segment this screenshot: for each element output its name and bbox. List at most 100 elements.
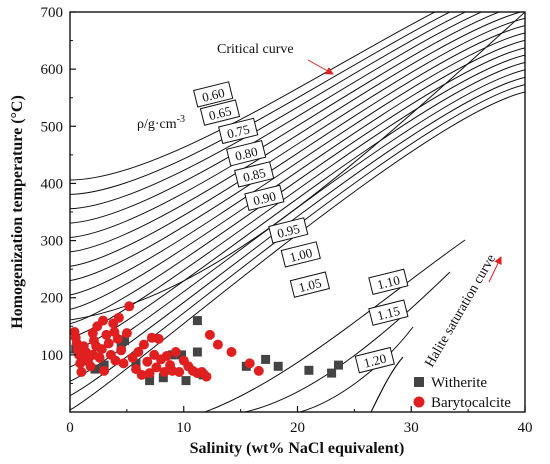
isochore-curve [244, 271, 451, 412]
isochore-curve [70, 25, 525, 282]
isochore-label: 1.00 [280, 241, 321, 268]
x-tick-label: 30 [404, 420, 419, 436]
isochore-label-box [226, 140, 267, 167]
witherite-point [261, 354, 271, 364]
isochore-label: 0.75 [218, 117, 259, 145]
isochore-label: 1.20 [354, 346, 395, 374]
barytocalcite-point [226, 347, 237, 357]
x-tick-label: 0 [66, 420, 74, 436]
y-axis-title: Homogenization temperature (°C) [9, 95, 26, 329]
isochore-label-box [244, 184, 285, 212]
isochore-label-box [268, 217, 309, 244]
barytocalcite-point [142, 356, 153, 367]
y-tick-label: 100 [41, 348, 64, 364]
witherite-point [334, 360, 343, 370]
legend-label: Barytocalcite [431, 395, 511, 411]
barytocalcite-point [124, 301, 135, 312]
witherite-point [90, 364, 100, 374]
barytocalcite-point [153, 333, 164, 344]
isochore-label-text: 0.60 [200, 85, 226, 105]
barytocalcite-point [174, 367, 185, 377]
isochore-label-text: 1.05 [297, 275, 323, 295]
isochore-curve [70, 12, 501, 238]
isochore-curve [70, 12, 483, 224]
isochore-label-text: 1.10 [376, 272, 402, 292]
barytocalcite-point [133, 347, 144, 357]
x-axis-title: Salinity (wt% NaCl equivalent) [190, 440, 405, 457]
witherite-point [273, 361, 283, 371]
legend: Witherite Barytocalcite [413, 375, 511, 411]
isochore-curve [70, 12, 436, 181]
isochore-label-box [368, 299, 409, 326]
data-points [70, 301, 343, 386]
witherite-point [158, 373, 168, 383]
critical-curve-arrow [307, 59, 334, 75]
barytocalcite-point [96, 344, 107, 355]
isochore-label-text: 1.00 [288, 245, 314, 265]
x-tick-label: 40 [518, 420, 533, 436]
isochore-label: 1.05 [289, 271, 331, 298]
isochore-curve [70, 91, 525, 411]
barytocalcite-point [76, 367, 87, 377]
legend-marker-witherite [414, 377, 424, 387]
isochore-curve [204, 239, 466, 412]
witherite-point [327, 368, 337, 378]
isochore-curve [70, 32, 525, 296]
barytocalcite-point [161, 351, 172, 361]
barytocalcite-point [151, 362, 162, 373]
legend-label: Witherite [431, 375, 487, 391]
axis-ticks: 0 10 20 30 40 100 200 300 400 500 600 700 [41, 5, 533, 436]
isochore-label-box [193, 81, 234, 108]
barytocalcite-point [101, 329, 112, 340]
isochore-label-text: 0.80 [233, 144, 259, 164]
barytocalcite-point [99, 365, 110, 376]
isochore-curve [70, 12, 523, 253]
y-tick-label: 700 [41, 5, 64, 21]
isochore-label: 0.85 [234, 161, 275, 188]
isochore-label-box [280, 241, 321, 268]
x-tick-label: 20 [290, 420, 305, 436]
isochore-label: 0.65 [199, 99, 241, 126]
y-tick-label: 600 [41, 62, 64, 78]
density-unit-base: ρ/g·cm [137, 117, 177, 132]
isochore-label: 1.15 [368, 299, 409, 326]
isochore-label-text: 0.95 [276, 221, 302, 241]
barytocalcite-point [94, 352, 105, 363]
barytocalcite-point [118, 358, 129, 369]
isochore-label-text: 0.75 [225, 121, 251, 141]
barytocalcite-point [110, 355, 121, 366]
witherite-point [145, 376, 155, 386]
isochore-curve [70, 54, 525, 339]
y-tick-label: 300 [41, 234, 64, 250]
x-tick-label: 10 [176, 420, 191, 436]
barytocalcite-point [103, 338, 114, 349]
halite-saturation-curve [370, 356, 404, 412]
isochore-curves [70, 12, 525, 412]
isochore-label: 0.60 [193, 81, 234, 108]
witherite-point [192, 347, 202, 357]
isochore-label: 1.10 [368, 268, 409, 296]
barytocalcite-point [85, 361, 96, 372]
isochore-label: 0.80 [226, 140, 267, 167]
legend-marker-barytocalcite [413, 396, 425, 408]
barytocalcite-point [112, 333, 123, 344]
y-tick-label: 200 [41, 291, 64, 307]
isochore-label-box [354, 346, 395, 374]
density-unit-label: ρ/g·cm-3 [137, 114, 185, 132]
isochore-label: 0.90 [244, 184, 285, 212]
isochore-label-box [234, 161, 275, 188]
barytocalcite-point [113, 312, 124, 323]
isochore-label-text: 0.85 [241, 165, 267, 185]
barytocalcite-point [212, 339, 223, 350]
y-tick-label: 400 [41, 176, 64, 192]
barytocalcite-point [201, 371, 212, 382]
barytocalcite-point [170, 347, 181, 357]
barytocalcite-point [98, 315, 108, 326]
isochore-label-box [289, 271, 331, 298]
witherite-point [99, 360, 109, 370]
halite-curve-annotation: Halite saturation curve [422, 252, 499, 370]
barytocalcite-point [159, 367, 170, 377]
density-unit-exponent: -3 [177, 114, 185, 125]
witherite-point [131, 358, 141, 368]
